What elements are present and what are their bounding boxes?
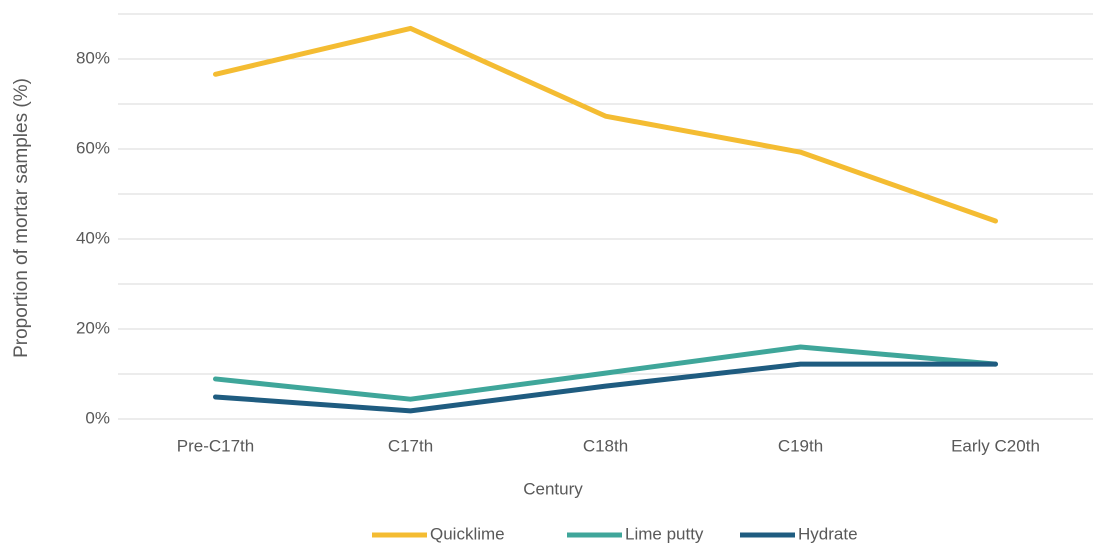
series-line bbox=[213, 361, 998, 414]
y-axis-label: Proportion of mortar samples (%) bbox=[11, 78, 32, 358]
y-tick-label: 60% bbox=[76, 138, 110, 157]
legend-label: Lime putty bbox=[625, 524, 704, 543]
x-tick-label: C19th bbox=[778, 436, 823, 455]
y-tick-label: 20% bbox=[76, 318, 110, 337]
x-tick-label: C18th bbox=[583, 436, 628, 455]
y-tick-label: 0% bbox=[85, 408, 110, 427]
series-line bbox=[213, 344, 998, 402]
series-line bbox=[213, 25, 998, 224]
x-axis-label: Century bbox=[523, 479, 583, 498]
x-tick-label: Pre-C17th bbox=[177, 436, 254, 455]
y-tick-label: 80% bbox=[76, 48, 110, 67]
y-tick-label: 40% bbox=[76, 228, 110, 247]
x-tick-label: C17th bbox=[388, 436, 433, 455]
legend-label: Quicklime bbox=[430, 524, 505, 543]
legend-label: Hydrate bbox=[798, 524, 858, 543]
x-tick-label: Early C20th bbox=[951, 436, 1040, 455]
